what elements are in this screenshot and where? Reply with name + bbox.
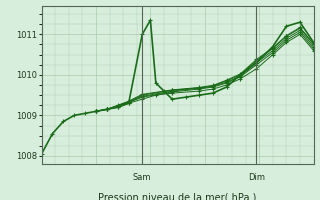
Text: Pression niveau de la mer( hPa ): Pression niveau de la mer( hPa ): [99, 192, 257, 200]
Text: Sam: Sam: [133, 173, 151, 182]
Text: Dim: Dim: [248, 173, 265, 182]
